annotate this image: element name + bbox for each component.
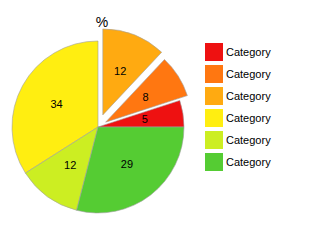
slice xyxy=(103,29,162,115)
title: % xyxy=(96,14,108,30)
data-label: 12 xyxy=(114,65,126,77)
legend-label: Category xyxy=(226,90,271,102)
legend-swatch xyxy=(205,43,223,61)
slice xyxy=(77,127,184,213)
legend-swatch xyxy=(205,131,223,149)
legend-label: Category xyxy=(226,134,271,146)
legend-label: Category xyxy=(226,68,271,80)
legend: Category Category Category Category Category… xyxy=(205,43,271,171)
data-label: 34 xyxy=(50,98,62,110)
chart: %5812341229CategoryCategoryCategoryCateg… xyxy=(0,0,310,235)
legend-swatch xyxy=(205,87,223,105)
legend-label: Category xyxy=(226,112,271,124)
data-label: 29 xyxy=(121,158,133,170)
legend-swatch xyxy=(205,65,223,83)
legend-label: Category xyxy=(226,156,271,168)
data-label: 8 xyxy=(142,91,148,103)
legend-label: Category xyxy=(226,46,271,58)
data-label: 5 xyxy=(142,113,148,125)
legend-swatch xyxy=(205,109,223,127)
legend-swatch xyxy=(205,153,223,171)
data-label: 12 xyxy=(64,159,76,171)
pie: 5 8 12 34 12 29 xyxy=(12,29,187,213)
